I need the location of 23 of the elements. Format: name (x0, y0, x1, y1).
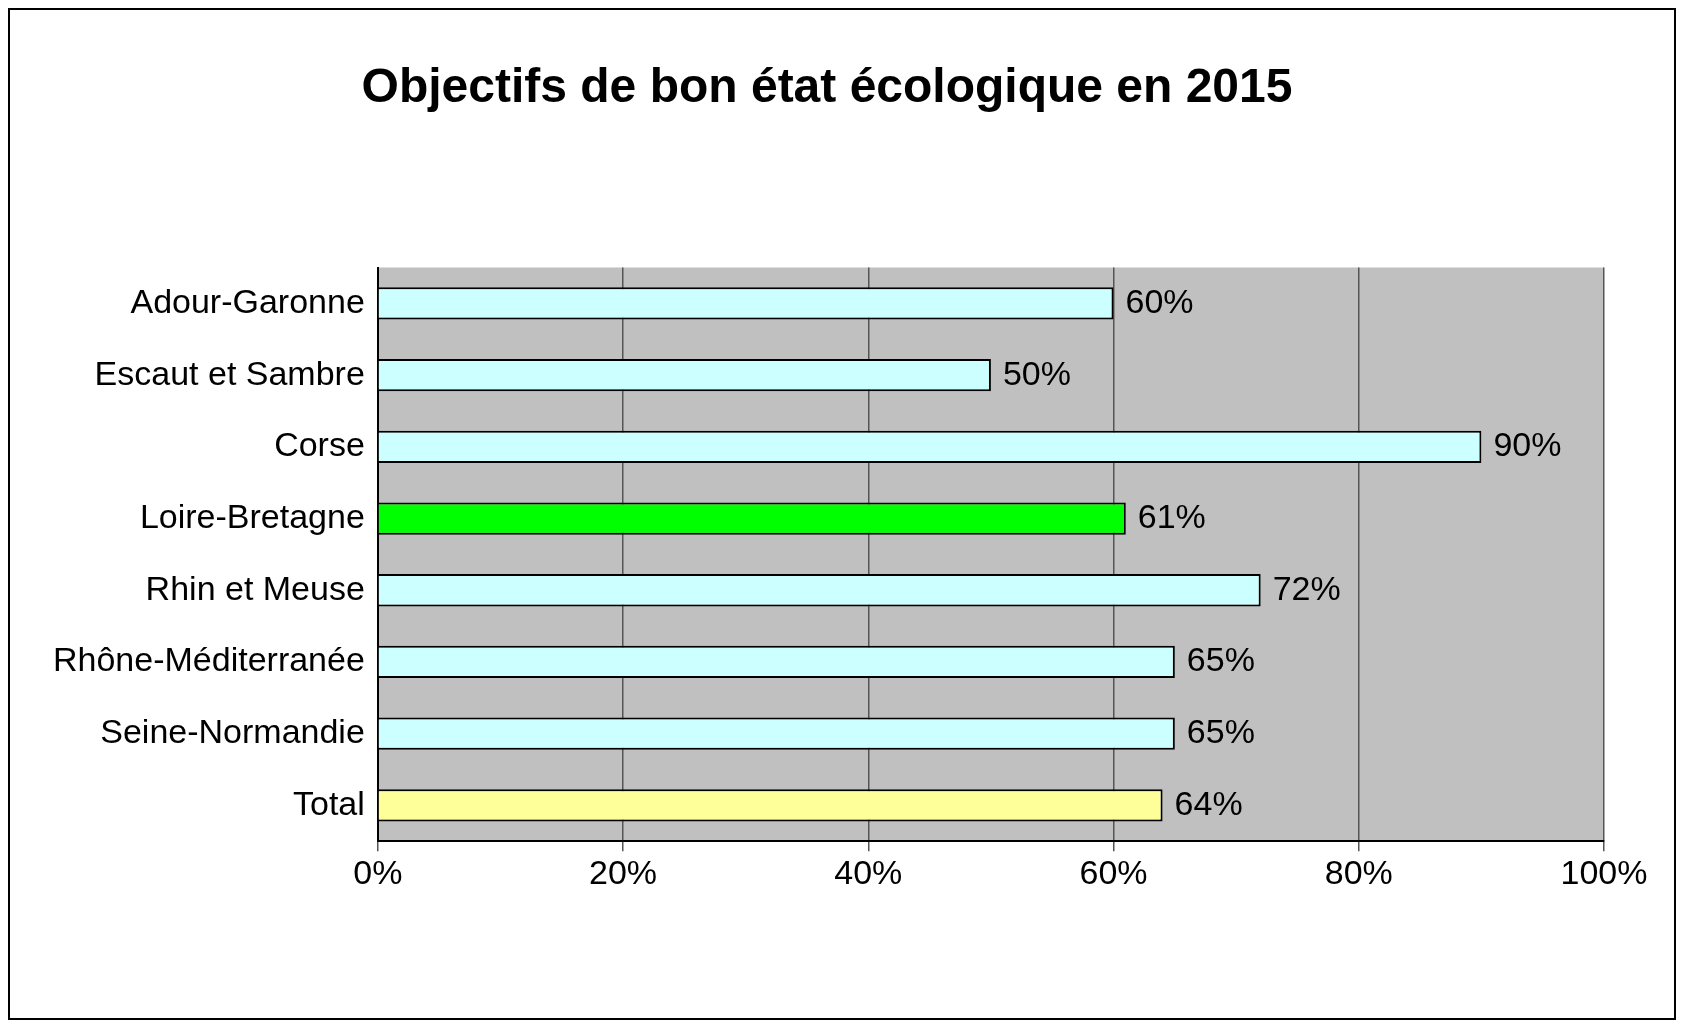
x-tick-label: 80% (1324, 852, 1393, 891)
data-label: 72% (1272, 568, 1341, 607)
y-tick-label: Total (293, 783, 365, 822)
x-tick-label: 0% (353, 852, 403, 891)
x-tick-label: 60% (1079, 852, 1148, 891)
x-tick-label: 20% (589, 852, 658, 891)
y-tick-label: Adour-Garonne (130, 281, 365, 320)
y-tick-label: Rhône-Méditerranée (53, 640, 365, 679)
chart-title: Objectifs de bon état écologique en 2015 (361, 59, 1293, 113)
x-tick-label: 100% (1560, 852, 1648, 891)
x-tick-label: 40% (834, 852, 903, 891)
y-tick-label: Loire-Bretagne (139, 496, 365, 535)
data-label: 61% (1137, 496, 1206, 535)
data-label: 65% (1186, 640, 1255, 679)
data-label: 50% (1002, 353, 1071, 392)
data-label: 65% (1186, 712, 1255, 751)
y-tick-label: Seine-Normandie (100, 712, 365, 751)
data-label: 90% (1493, 425, 1562, 464)
y-tick-label: Escaut et Sambre (94, 353, 365, 392)
y-tick-label: Corse (274, 425, 365, 464)
data-label: 60% (1125, 281, 1194, 320)
data-label: 64% (1174, 783, 1243, 822)
y-tick-label: Rhin et Meuse (145, 568, 365, 607)
